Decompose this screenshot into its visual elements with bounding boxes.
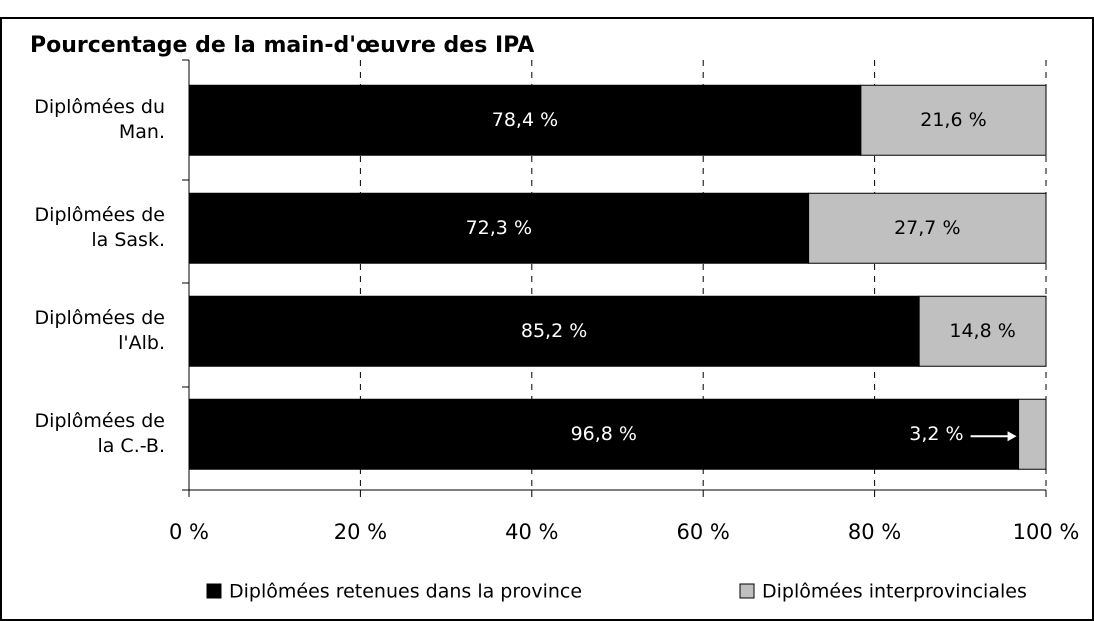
legend-label: Diplômées retenues dans la province	[229, 581, 582, 603]
bar-segment	[1018, 398, 1047, 470]
x-tick-label: 0 %	[169, 520, 209, 544]
bar-segment	[188, 398, 1020, 470]
legend-swatch	[206, 583, 222, 599]
bar-segment	[188, 295, 920, 367]
value-label: 3,2 %	[909, 423, 963, 445]
y-tick-label: Diplômées de la Sask.	[34, 204, 165, 252]
x-tick-label: 100 %	[1013, 520, 1080, 544]
value-label: 21,6 %	[920, 109, 986, 131]
value-label: 27,7 %	[894, 217, 960, 239]
y-tick-label: Diplômées de l'Alb.	[34, 307, 165, 355]
legend-label: Diplômées interprovinciales	[762, 581, 1027, 603]
value-label: 72,3 %	[466, 217, 532, 239]
chart-title: Pourcentage de la main-d'œuvre des IPA	[30, 33, 534, 58]
value-label: 78,4 %	[492, 109, 558, 131]
bar-segment	[918, 295, 1047, 367]
y-tick-label: Diplômées du Man.	[34, 96, 165, 144]
value-label: 85,2 %	[521, 320, 587, 342]
bar-segment	[808, 192, 1047, 264]
value-label: 96,8 %	[571, 423, 637, 445]
x-tick-label: 80 %	[848, 520, 901, 544]
x-tick-label: 60 %	[677, 520, 730, 544]
x-tick-label: 20 %	[334, 520, 387, 544]
legend-swatch	[739, 583, 755, 599]
y-tick-label: Diplômées de la C.-B.	[34, 410, 165, 458]
arrow-head	[1007, 431, 1017, 442]
x-tick-label: 40 %	[505, 520, 558, 544]
bar-segment	[188, 84, 862, 156]
bar-segment	[860, 84, 1047, 156]
value-label: 14,8 %	[949, 320, 1015, 342]
